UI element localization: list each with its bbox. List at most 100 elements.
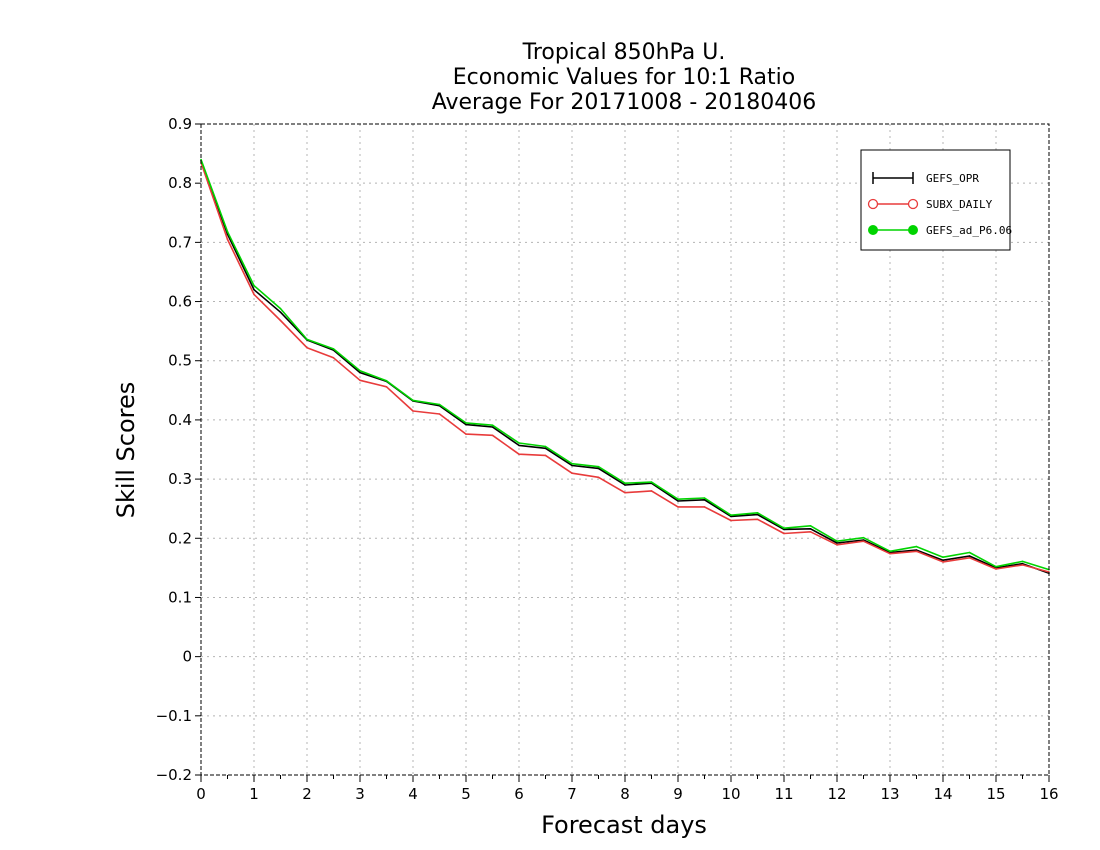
data-point	[385, 380, 388, 382]
legend-item: SUBX_DAILY	[867, 198, 993, 211]
series-SUBX_DAILY	[200, 161, 1050, 573]
data-point	[836, 540, 838, 542]
x-tick-label: 2	[302, 785, 312, 803]
axis-ticks: 0 1 2 3 4 5 6 7 8 9 10 11 12 13 14 15 16−0.2−0.100.10.20…	[156, 115, 1059, 803]
y-tick-label: 0.6	[168, 293, 192, 311]
legend-item: GEFS_OPR	[872, 172, 979, 185]
data-point	[968, 551, 971, 554]
data-point	[995, 568, 997, 570]
legend: GEFS_OPR SUBX_DAILY GEFS_ad_P6.06	[860, 149, 1012, 251]
y-tick-label: 0.1	[168, 588, 192, 606]
data-point	[491, 424, 494, 427]
data-point	[518, 453, 520, 456]
data-point	[836, 544, 838, 546]
data-point	[465, 433, 467, 435]
data-point	[624, 491, 626, 494]
data-point	[915, 550, 918, 553]
y-tick-label: −0.1	[156, 707, 192, 725]
x-axis-label: Forecast days	[541, 811, 707, 839]
title-line-3: Average For 20171008 - 20180406	[432, 90, 817, 115]
legend-marker	[868, 225, 878, 235]
y-tick-label: 0.7	[168, 233, 192, 251]
data-point	[438, 413, 441, 415]
x-tick-label: 0	[196, 785, 206, 803]
data-point	[279, 319, 282, 322]
x-tick-label: 6	[514, 785, 524, 803]
data-point	[783, 532, 785, 535]
x-tick-label: 12	[827, 785, 846, 803]
legend-marker	[907, 198, 919, 210]
chart-title: Tropical 850hPa U. Economic Values for 1…	[432, 40, 817, 115]
y-tick-label: 0.4	[168, 411, 192, 429]
x-tick-label: 11	[774, 785, 793, 803]
y-axis-label: Skill Scores	[112, 382, 140, 519]
data-point	[306, 338, 308, 341]
data-point	[809, 528, 812, 530]
title-line-1: Tropical 850hPa U.	[522, 40, 726, 65]
data-point	[915, 549, 918, 551]
data-point	[465, 422, 467, 424]
data-point	[650, 490, 653, 492]
data-point	[571, 472, 573, 475]
data-point	[783, 528, 785, 531]
data-point	[703, 497, 706, 499]
data-point	[650, 481, 653, 483]
data-point	[544, 447, 547, 450]
x-tick-label: 1	[249, 785, 259, 803]
data-point	[677, 500, 679, 502]
data-point	[226, 238, 229, 241]
data-point	[730, 515, 732, 518]
y-tick-label: 0.8	[168, 174, 192, 192]
data-point	[359, 370, 361, 372]
legend-box	[860, 149, 1011, 251]
data-point	[544, 454, 547, 457]
data-point	[412, 399, 414, 402]
data-point	[783, 527, 785, 529]
x-tick-label: 8	[620, 785, 630, 803]
data-point	[942, 559, 944, 561]
data-point	[1021, 560, 1024, 563]
y-tick-label: 0.9	[168, 115, 192, 133]
data-point	[597, 465, 600, 468]
legend-item: GEFS_ad_P6.06	[868, 224, 1012, 237]
data-point	[385, 386, 388, 388]
x-tick-label: 13	[880, 785, 899, 803]
data-point	[491, 426, 494, 428]
data-point	[518, 442, 520, 444]
y-tick-label: −0.2	[156, 766, 192, 784]
data-point	[756, 513, 759, 516]
gridlines	[201, 124, 1049, 775]
data-point	[359, 371, 361, 374]
data-point	[703, 506, 706, 508]
data-point	[756, 518, 759, 521]
data-point	[279, 311, 282, 314]
data-point	[862, 536, 865, 539]
data-point	[412, 410, 414, 412]
x-tick-label: 7	[567, 785, 577, 803]
data-point	[730, 514, 732, 516]
data-point	[677, 506, 679, 508]
data-point	[730, 519, 732, 522]
y-tick-label: 0	[182, 648, 192, 666]
data-point	[703, 499, 706, 501]
data-point	[889, 550, 891, 553]
data-point	[915, 545, 918, 548]
x-tick-label: 15	[986, 785, 1005, 803]
data-point	[968, 555, 971, 557]
legend-label: GEFS_OPR	[926, 172, 979, 185]
y-tick-label: 0.3	[168, 470, 192, 488]
legend-label: GEFS_ad_P6.06	[926, 224, 1012, 237]
data-point	[253, 288, 255, 291]
title-line-2: Economic Values for 10:1 Ratio	[453, 65, 795, 90]
data-point	[995, 565, 997, 568]
plot-series	[200, 158, 1050, 574]
x-tick-label: 4	[408, 785, 418, 803]
x-tick-label: 10	[721, 785, 740, 803]
data-point	[597, 476, 600, 479]
data-point	[544, 445, 547, 448]
data-point	[359, 379, 361, 382]
data-point	[1021, 562, 1024, 565]
y-tick-label: 0.5	[168, 352, 192, 370]
legend-marker	[867, 198, 879, 210]
x-tick-label: 16	[1039, 785, 1058, 803]
